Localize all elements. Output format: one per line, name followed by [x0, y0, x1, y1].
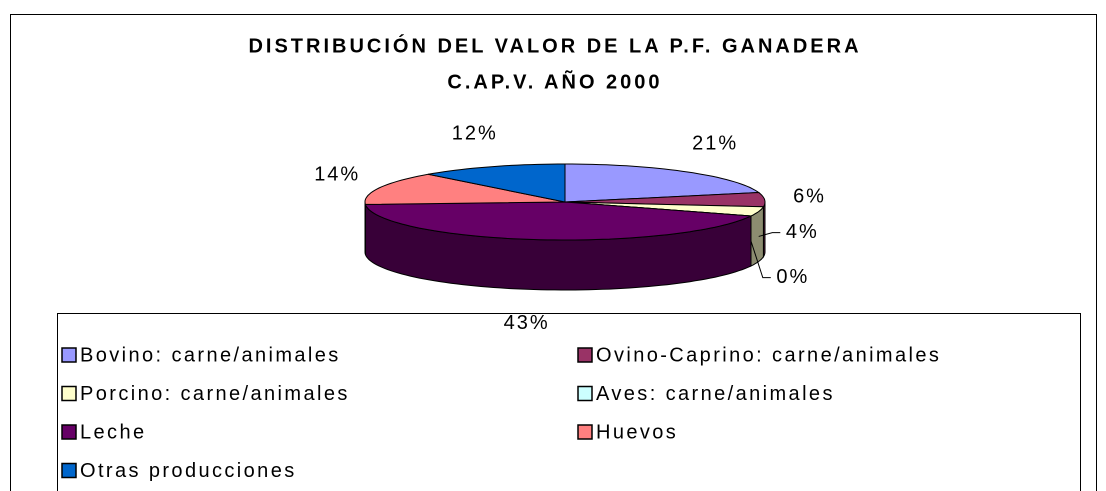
legend-swatch — [61, 424, 77, 440]
legend-swatch — [61, 462, 77, 479]
legend-label: Huevos — [596, 421, 678, 443]
legend-swatch — [577, 347, 593, 363]
data-label: 43% — [504, 312, 550, 334]
pie-side — [750, 205, 764, 267]
chart-subtitle: C.AP.V. AÑO 2000 — [447, 70, 662, 93]
legend-box — [57, 313, 1081, 491]
legend-swatch — [577, 424, 593, 440]
data-label: 14% — [314, 163, 360, 185]
leader-line — [758, 232, 781, 237]
legend-label: Bovino: carne/animales — [80, 344, 341, 366]
legend-swatch — [61, 385, 77, 402]
legend-label: Ovino-Caprino: carne/animales — [596, 344, 941, 366]
legend-swatch — [577, 385, 593, 402]
data-label: 4% — [786, 221, 819, 243]
legend-label: Otras producciones — [80, 460, 297, 482]
leader-line — [750, 240, 771, 279]
legend-label: Porcino: carne/animales — [80, 383, 350, 405]
data-label: 21% — [692, 133, 738, 155]
data-label: 0% — [776, 266, 809, 288]
legend-label: Aves: carne/animales — [596, 383, 835, 405]
data-label: 6% — [793, 186, 826, 208]
pie-slice — [564, 163, 761, 203]
pie-slice — [428, 163, 566, 203]
pie-slice — [364, 173, 566, 205]
data-label: 12% — [452, 122, 498, 144]
legend-swatch — [61, 347, 77, 363]
pie-slice — [364, 201, 752, 241]
chart-title: DISTRIBUCIÓN DEL VALOR DE LA P.F. GANADE… — [248, 33, 861, 57]
legend-label: Leche — [80, 421, 147, 443]
pie-slice — [564, 191, 766, 208]
